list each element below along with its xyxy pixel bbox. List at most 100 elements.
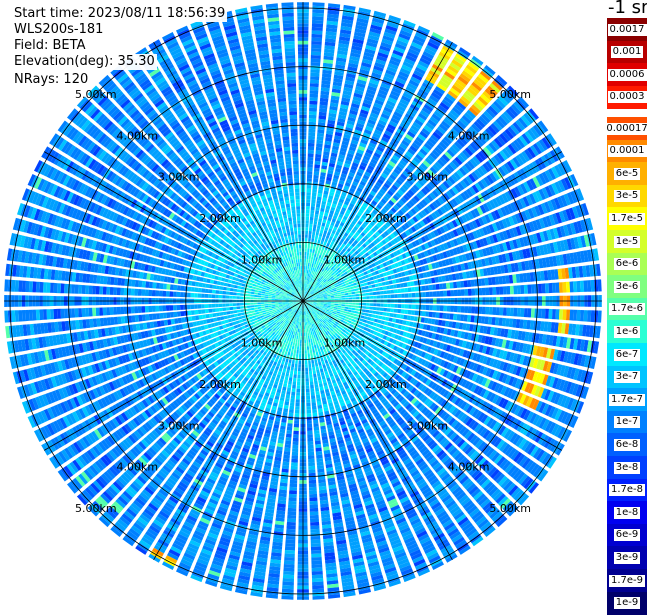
beta-cell — [454, 306, 458, 312]
beta-cell — [443, 283, 447, 289]
beta-cell — [380, 295, 384, 298]
beta-cell — [314, 427, 320, 431]
beta-cell — [542, 309, 546, 319]
beta-cell — [312, 16, 324, 20]
beta-cell — [311, 59, 321, 63]
beta-cell — [439, 313, 443, 319]
beta-cell — [316, 147, 323, 151]
beta-cell — [485, 288, 489, 296]
beta-cell — [447, 306, 451, 312]
beta-cell — [316, 448, 322, 452]
beta-cell — [317, 358, 320, 362]
beta-cell — [312, 406, 317, 410]
beta-cell — [352, 303, 356, 305]
beta-cell — [328, 299, 332, 300]
beta-cell — [335, 302, 339, 304]
beta-cell — [310, 350, 313, 354]
beta-cell — [350, 284, 354, 287]
beta-cell — [308, 357, 311, 361]
beta-cell — [570, 310, 574, 321]
beta-cell — [587, 310, 591, 322]
beta-cell — [362, 309, 366, 312]
beta-cell — [307, 160, 313, 164]
beta-cell — [408, 293, 412, 298]
beta-cell — [317, 300, 321, 301]
beta-cell — [310, 217, 314, 221]
beta-cell — [318, 236, 322, 240]
beta-cell — [534, 309, 538, 319]
beta-cell — [432, 284, 436, 290]
beta-cell — [341, 291, 345, 293]
beta-cell — [520, 308, 524, 317]
beta-cell — [308, 339, 310, 343]
beta-cell — [584, 310, 588, 322]
beta-cell — [324, 297, 328, 298]
beta-cell — [391, 294, 395, 298]
beta-cell — [432, 312, 436, 318]
beta-cell — [304, 280, 305, 284]
beta-cell — [310, 87, 319, 91]
beta-cell — [321, 350, 324, 354]
beta-cell — [414, 316, 418, 321]
beta-cell — [327, 298, 331, 299]
beta-cell — [457, 281, 461, 288]
beta-cell — [316, 451, 323, 455]
beta-cell — [361, 287, 365, 290]
beta-cell — [534, 284, 538, 294]
beta-cell — [337, 308, 341, 310]
beta-cell — [341, 306, 345, 308]
beta-cell — [397, 309, 401, 313]
beta-cell — [316, 370, 320, 374]
beta-cell — [308, 364, 311, 368]
beta-cell — [419, 292, 423, 297]
beta-cell — [410, 281, 414, 286]
beta-cell — [312, 409, 317, 413]
beta-cell — [531, 284, 535, 293]
beta-cell — [317, 251, 320, 255]
beta-cell — [305, 234, 308, 238]
beta-cell — [556, 282, 560, 292]
beta-cell — [324, 303, 328, 304]
beta-cell — [517, 308, 521, 317]
beta-cell — [314, 430, 320, 434]
beta-cell — [401, 294, 405, 298]
beta-cell — [307, 164, 313, 168]
beta-cell — [426, 305, 430, 310]
beta-cell — [415, 311, 419, 316]
beta-cell — [313, 370, 316, 374]
beta-cell — [403, 315, 407, 320]
beta-cell — [312, 260, 314, 264]
beta-cell — [460, 281, 464, 288]
beta-cell — [563, 282, 567, 293]
beta-cell — [312, 338, 314, 342]
beta-cell — [309, 224, 312, 228]
beta-cell — [335, 299, 339, 301]
beta-cell — [453, 282, 457, 289]
beta-cell — [385, 281, 389, 285]
beta-cell — [460, 314, 464, 321]
beta-cell — [517, 285, 521, 294]
beta-cell — [308, 153, 314, 157]
beta-cell — [321, 300, 325, 301]
beta-cell — [527, 308, 531, 317]
beta-cell — [310, 94, 318, 98]
beta-cell — [447, 290, 451, 296]
beta-cell — [313, 178, 318, 182]
beta-cell — [340, 289, 344, 291]
beta-cell — [345, 305, 349, 307]
beta-cell — [309, 332, 311, 336]
beta-cell — [369, 310, 373, 313]
beta-cell — [365, 310, 369, 313]
beta-cell — [306, 263, 308, 267]
beta-cell — [331, 305, 335, 307]
beta-cell — [313, 413, 318, 417]
beta-cell — [312, 253, 315, 257]
beta-cell — [345, 307, 349, 309]
beta-cell — [348, 305, 352, 307]
beta-cell — [394, 309, 398, 313]
beta-cell — [591, 280, 595, 292]
beta-cell — [375, 315, 379, 319]
beta-cell — [429, 312, 433, 318]
beta-cell — [425, 285, 429, 290]
beta-cell — [359, 294, 363, 297]
